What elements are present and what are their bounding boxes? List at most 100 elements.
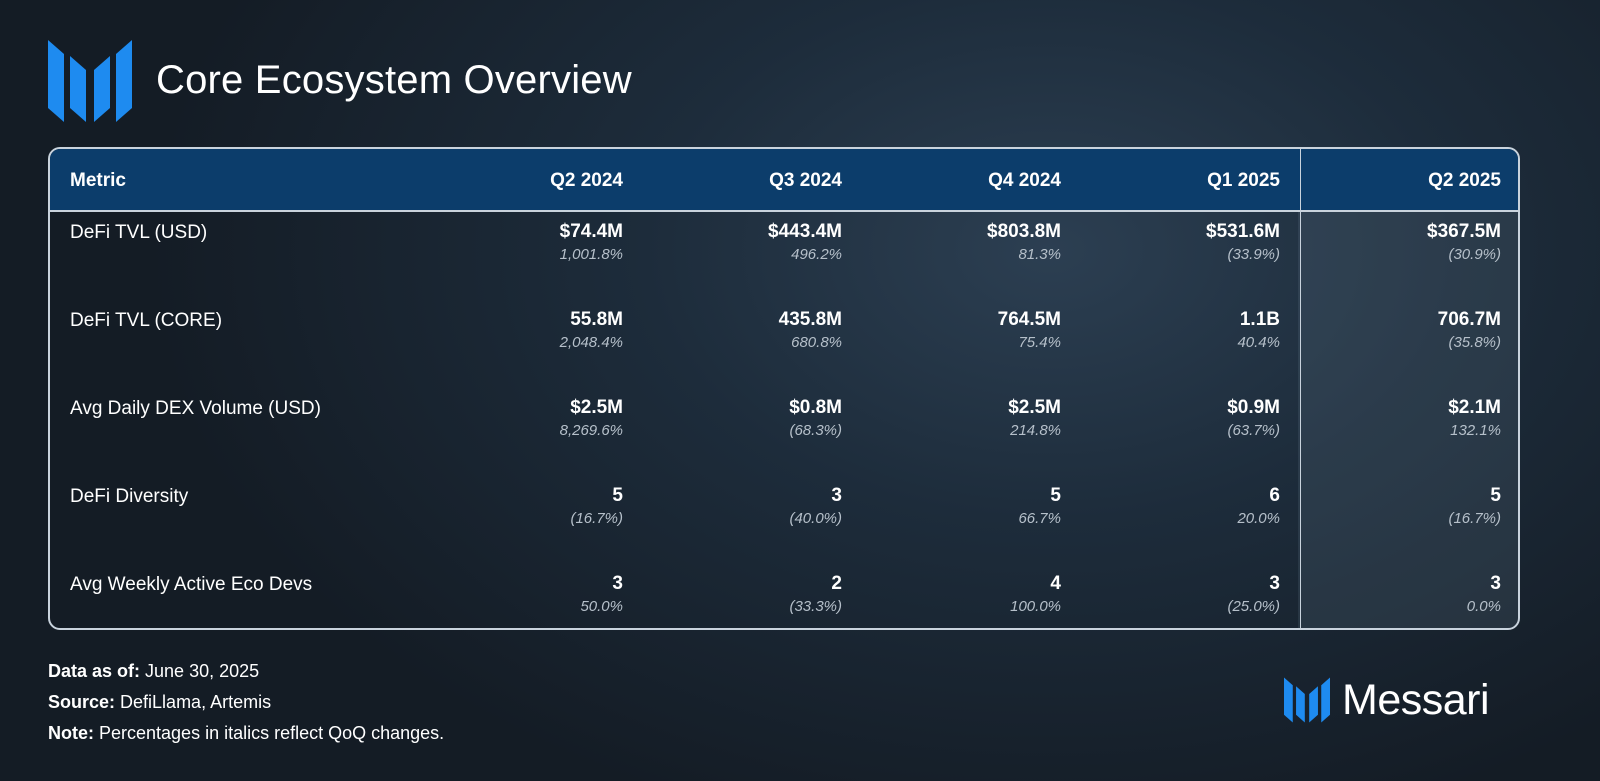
cell-qoq-change: 20.0% [1237,510,1280,527]
table-cell: 435.8M 680.8% [642,308,842,354]
cell-value: $2.1M [1448,397,1501,418]
cell-value: 3 [1269,573,1280,594]
cell-qoq-change: (35.8%) [1448,334,1501,351]
table-cell: 55.8M 2,048.4% [423,308,623,354]
table-cell: 2 (33.3%) [642,572,842,618]
table-cell: 4 100.0% [861,572,1061,618]
table-cell: $367.5M (30.9%) [1301,220,1501,266]
brand-logo: Messari [1284,675,1524,725]
cell-qoq-change: 496.2% [791,246,842,263]
cell-qoq-change: (68.3%) [789,422,842,439]
cell-value: 3 [612,573,623,594]
cell-value: 6 [1269,485,1280,506]
cell-qoq-change: 40.4% [1237,334,1280,351]
table-cell: 6 20.0% [1080,484,1280,530]
data-as-of: Data as of: June 30, 2025 [48,661,260,681]
table-cell: 5 (16.7%) [1301,484,1501,530]
header-q4-2024: Q4 2024 [988,170,1061,191]
cell-qoq-change: (33.9%) [1227,246,1280,263]
cell-value: $2.5M [570,397,623,418]
metric-label: DeFi Diversity [70,486,189,507]
cell-value: $74.4M [559,221,623,242]
table-cell: $2.5M 8,269.6% [423,396,623,442]
cell-qoq-change: (63.7%) [1227,422,1280,439]
table-cell: 3 (40.0%) [642,484,842,530]
cell-qoq-change: (30.9%) [1448,246,1501,263]
cell-value: 2 [831,573,842,594]
cell-qoq-change: 100.0% [1010,598,1061,615]
header-q2-2024: Q2 2024 [550,170,623,191]
cell-value: 5 [1050,485,1061,506]
cell-qoq-change: 214.8% [1010,422,1061,439]
table-cell: 3 50.0% [423,572,623,618]
cell-value: 3 [831,485,842,506]
metric-label: DeFi TVL (CORE) [70,310,223,331]
table-cell: 5 66.7% [861,484,1061,530]
cell-qoq-change: (16.7%) [1448,510,1501,527]
cell-qoq-change: (33.3%) [789,598,842,615]
cell-value: $0.9M [1227,397,1280,418]
cell-value: 5 [1490,485,1501,506]
table-row: DeFi TVL (USD) $74.4M 1,001.8% $443.4M 496.2… [50,212,1518,300]
cell-value: $443.4M [768,221,842,242]
cell-qoq-change: 50.0% [580,598,623,615]
table-cell: 5 (16.7%) [423,484,623,530]
table-cell: $2.1M 132.1% [1301,396,1501,442]
messari-logo-icon [1284,677,1330,723]
table-cell: 1.1B 40.4% [1080,308,1280,354]
cell-value: $531.6M [1206,221,1280,242]
cell-qoq-change: 81.3% [1018,246,1061,263]
brand-name: Messari [1342,676,1490,724]
table-cell: $443.4M 496.2% [642,220,842,266]
cell-value: 4 [1050,573,1061,594]
table-cell: $2.5M 214.8% [861,396,1061,442]
italics-note: Note: Percentages in italics reflect QoQ… [48,723,445,743]
source-note: Source: DefiLlama, Artemis [48,692,272,712]
header-metric: Metric [70,170,126,191]
footer-notes: Data as of: June 30, 2025 Source: DefiLl… [48,656,444,749]
cell-value: $0.8M [789,397,842,418]
messari-logo-icon [48,40,132,122]
cell-value: $367.5M [1427,221,1501,242]
cell-qoq-change: 66.7% [1018,510,1061,527]
cell-qoq-change: 8,269.6% [559,422,623,439]
table-cell: 3 (25.0%) [1080,572,1280,618]
cell-qoq-change: 75.4% [1018,334,1061,351]
table-cell: 3 0.0% [1301,572,1501,618]
table-cell: 706.7M (35.8%) [1301,308,1501,354]
cell-qoq-change: 0.0% [1466,598,1501,615]
cell-value: 706.7M [1437,309,1501,330]
cell-value: $803.8M [987,221,1061,242]
cell-qoq-change: 2,048.4% [559,334,623,351]
metric-label: DeFi TVL (USD) [70,222,208,243]
table-row: Avg Weekly Active Eco Devs 3 50.0% 2 (33.3%)… [50,564,1518,628]
cell-value: 3 [1490,573,1501,594]
table-cell: $803.8M 81.3% [861,220,1061,266]
table-cell: $0.8M (68.3%) [642,396,842,442]
table-header-row: Metric Q2 2024 Q3 2024 Q4 2024 Q1 2025 Q2 202… [50,149,1518,212]
metric-label: Avg Weekly Active Eco Devs [70,574,313,595]
table-row: DeFi TVL (CORE) 55.8M 2,048.4% 435.8M 680.8%… [50,300,1518,388]
page-title: Core Ecosystem Overview [156,58,632,102]
cell-value: 435.8M [778,309,842,330]
table-cell: $74.4M 1,001.8% [423,220,623,266]
cell-qoq-change: (25.0%) [1227,598,1280,615]
ecosystem-table: Metric Q2 2024 Q3 2024 Q4 2024 Q1 2025 Q2 202… [48,147,1520,630]
cell-value: $2.5M [1008,397,1061,418]
column-divider [1300,149,1301,628]
table-cell: 764.5M 75.4% [861,308,1061,354]
cell-qoq-change: (40.0%) [789,510,842,527]
cell-value: 764.5M [997,309,1061,330]
cell-qoq-change: 1,001.8% [559,246,623,263]
header-q1-2025: Q1 2025 [1207,170,1280,191]
table-cell: $531.6M (33.9%) [1080,220,1280,266]
table-row: DeFi Diversity 5 (16.7%) 3 (40.0%) 5 66.7% 6 20.… [50,476,1518,564]
metric-label: Avg Daily DEX Volume (USD) [70,398,321,419]
cell-qoq-change: 680.8% [791,334,842,351]
cell-value: 55.8M [570,309,623,330]
cell-value: 1.1B [1239,309,1280,330]
cell-value: 5 [612,485,623,506]
header-q2-2025: Q2 2025 [1428,170,1501,191]
table-cell: $0.9M (63.7%) [1080,396,1280,442]
cell-qoq-change: 132.1% [1450,422,1501,439]
